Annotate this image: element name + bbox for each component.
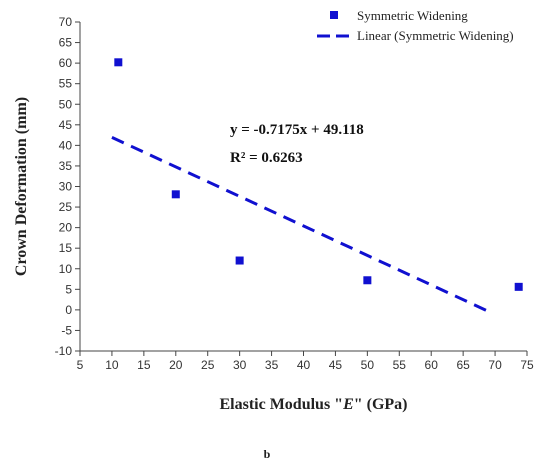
y-ticks: -10 -5 0 5 10 15 20 25 30 35 40 45 50 55 60 65 70 [55, 15, 80, 358]
x-tick-label: 35 [265, 358, 279, 372]
y-tick-label: 25 [59, 200, 73, 214]
y-tick-label: 50 [59, 97, 73, 111]
x-ticks: 5 10 15 20 25 30 35 40 45 50 55 60 65 70 75 [77, 351, 534, 372]
figure-caption: b [264, 447, 271, 461]
x-axis-title: Elastic Modulus "E" (GPa) [219, 396, 407, 413]
x-tick-label: 60 [425, 358, 439, 372]
y-tick-label: 20 [59, 221, 73, 235]
x-tick-label: 45 [329, 358, 343, 372]
data-point [363, 276, 372, 285]
trendline-line [111, 136, 493, 315]
axes [79, 22, 527, 352]
y-tick-label: 60 [59, 56, 73, 70]
data-point [171, 190, 180, 199]
y-tick-label: 65 [59, 36, 73, 50]
y-tick-label: 70 [59, 15, 73, 29]
legend-label-linear: Linear (Symmetric Widening) [357, 28, 514, 43]
x-tick-label: 10 [105, 358, 119, 372]
y-tick-label: 5 [65, 282, 72, 296]
data-point [114, 58, 123, 67]
y-tick-label: -10 [55, 344, 73, 358]
y-tick-label: 10 [59, 262, 73, 276]
x-tick-label: 5 [77, 358, 84, 372]
x-tick-label: 65 [456, 358, 470, 372]
x-tick-label: 25 [201, 358, 215, 372]
data-point [514, 282, 523, 291]
x-tick-label: 40 [297, 358, 311, 372]
trendline [111, 136, 493, 315]
y-tick-label: 55 [59, 77, 73, 91]
x-tick-label: 20 [169, 358, 183, 372]
data-point [235, 256, 244, 265]
x-tick-label: 55 [393, 358, 407, 372]
x-tick-label: 70 [488, 358, 502, 372]
y-tick-label: 45 [59, 118, 73, 132]
x-tick-label: 15 [137, 358, 151, 372]
legend-label-symmetric-widening: Symmetric Widening [357, 8, 468, 23]
y-tick-label: 0 [65, 303, 72, 317]
y-tick-label: -5 [61, 323, 72, 337]
x-tick-label: 30 [233, 358, 247, 372]
x-tick-label: 50 [361, 358, 375, 372]
data-points [114, 58, 523, 291]
y-tick-label: 30 [59, 180, 73, 194]
legend: Symmetric Widening Linear (Symmetric Wid… [317, 8, 514, 43]
y-tick-label: 15 [59, 241, 73, 255]
y-tick-label: 35 [59, 159, 73, 173]
y-tick-label: 40 [59, 138, 73, 152]
trendline-equation: y = -0.7175x + 49.118 [230, 122, 364, 138]
y-axis-title: Crown Deformation (mm) [13, 97, 30, 276]
legend-marker-symmetric-widening [330, 11, 338, 19]
x-tick-label: 75 [520, 358, 534, 372]
trendline-r-squared: R² = 0.6263 [230, 150, 303, 166]
